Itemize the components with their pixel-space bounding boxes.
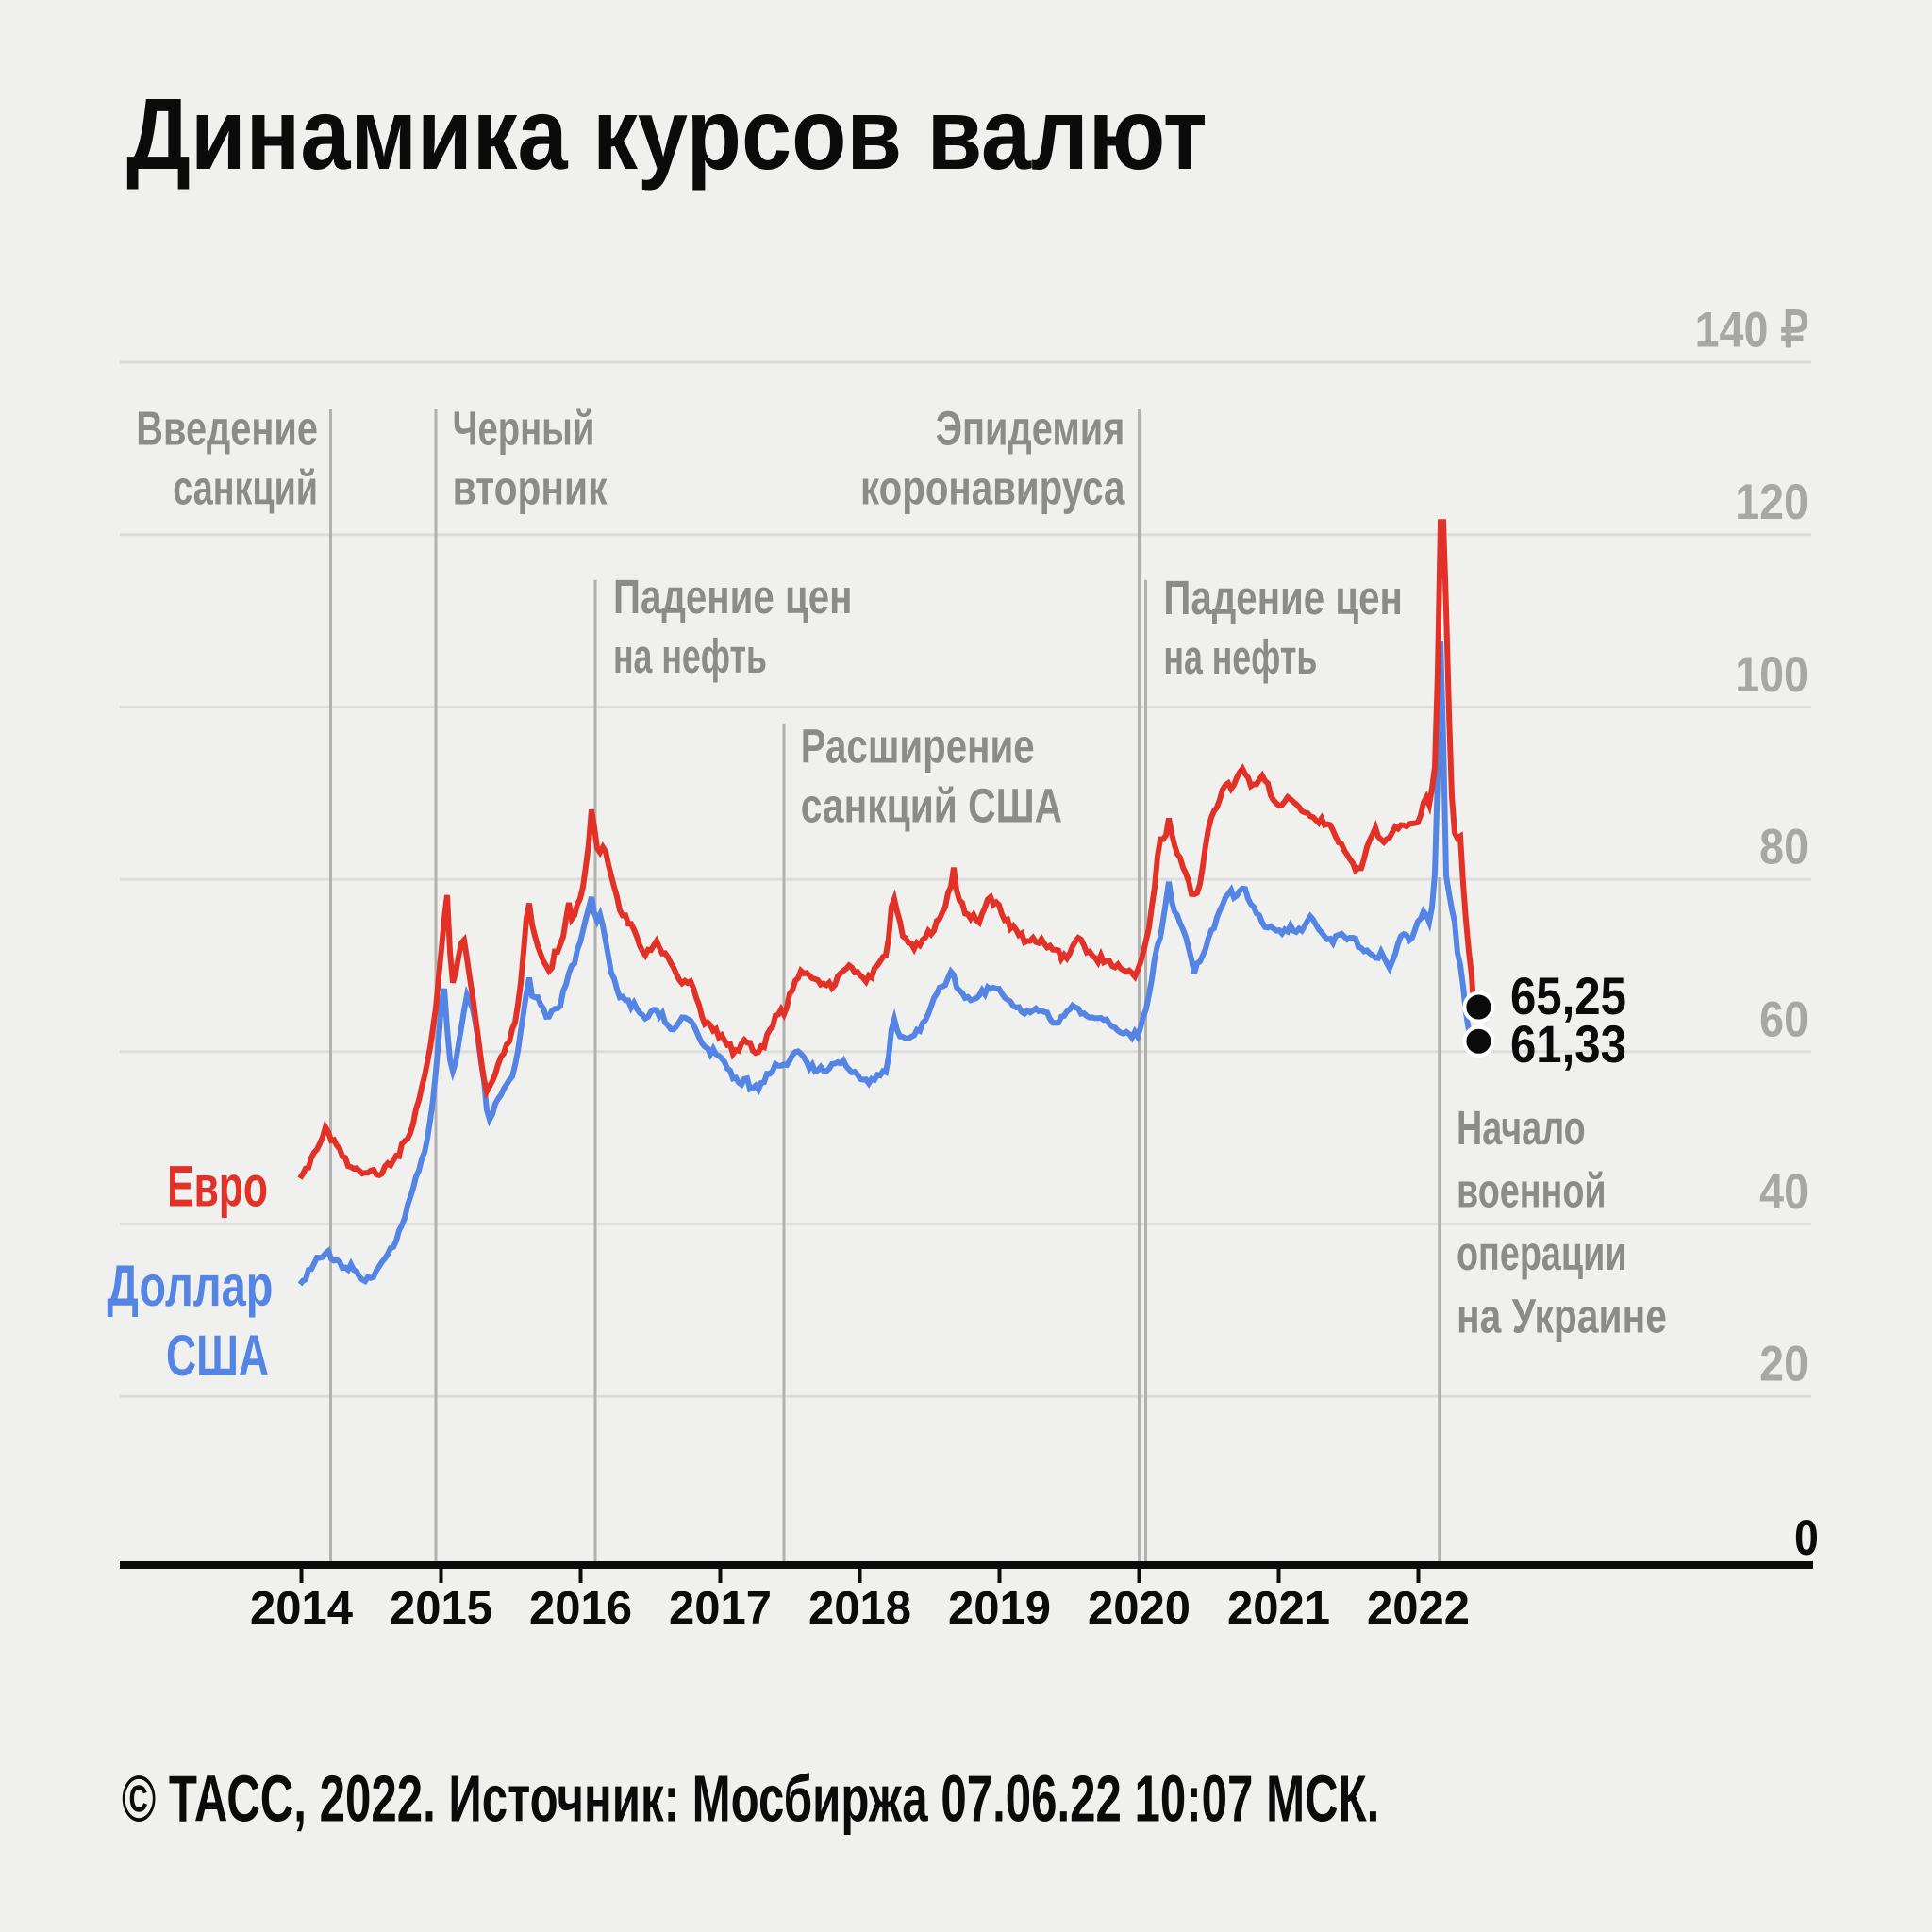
svg-text:санкций США: санкций США: [801, 778, 1062, 832]
svg-text:Эпидемия: Эпидемия: [936, 402, 1125, 456]
svg-text:60: 60: [1759, 991, 1808, 1047]
svg-text:2015: 2015: [390, 1583, 492, 1634]
svg-text:на нефть: на нефть: [1163, 631, 1317, 685]
svg-text:2020: 2020: [1088, 1583, 1191, 1634]
svg-text:2018: 2018: [808, 1583, 911, 1634]
svg-text:140 ₽: 140 ₽: [1695, 302, 1808, 358]
svg-text:Динамика курсов валют: Динамика курсов валют: [126, 77, 1208, 192]
svg-text:2014: 2014: [250, 1583, 353, 1634]
svg-text:100: 100: [1735, 646, 1808, 702]
svg-text:коронавируса: коронавируса: [860, 460, 1125, 515]
svg-text:Евро: Евро: [167, 1155, 268, 1219]
svg-text:Введение: Введение: [136, 402, 318, 456]
svg-text:военной: военной: [1457, 1163, 1607, 1218]
svg-text:Черный: Черный: [453, 401, 595, 456]
svg-text:санкций: санкций: [173, 460, 318, 515]
svg-text:на нефть: на нефть: [613, 630, 767, 684]
svg-text:США: США: [166, 1324, 269, 1388]
svg-text:20: 20: [1759, 1336, 1808, 1391]
svg-text:40: 40: [1759, 1163, 1808, 1219]
svg-text:2019: 2019: [948, 1583, 1051, 1634]
svg-text:Расширение: Расширение: [801, 719, 1035, 774]
svg-text:2016: 2016: [529, 1583, 632, 1634]
svg-text:2021: 2021: [1227, 1583, 1330, 1634]
svg-text:на Украине: на Украине: [1457, 1289, 1667, 1342]
svg-text:2022: 2022: [1367, 1583, 1470, 1634]
svg-text:2017: 2017: [669, 1583, 772, 1634]
svg-text:операции: операции: [1457, 1225, 1626, 1280]
svg-text:120: 120: [1735, 474, 1808, 529]
svg-text:65,25: 65,25: [1510, 967, 1626, 1026]
svg-text:Падение цен: Падение цен: [613, 569, 852, 624]
svg-text:Доллар: Доллар: [107, 1254, 273, 1318]
svg-text:0: 0: [1794, 1509, 1819, 1565]
svg-text:Падение цен: Падение цен: [1163, 570, 1402, 625]
svg-text:61,33: 61,33: [1510, 1015, 1626, 1074]
svg-text:80: 80: [1759, 819, 1808, 874]
svg-text:вторник: вторник: [453, 460, 608, 514]
svg-text:© ТАСС, 2022. Источник: Мосбир: © ТАСС, 2022. Источник: Мосбиржа 07.06.2…: [122, 1761, 1379, 1836]
svg-text:Начало: Начало: [1457, 1100, 1586, 1155]
